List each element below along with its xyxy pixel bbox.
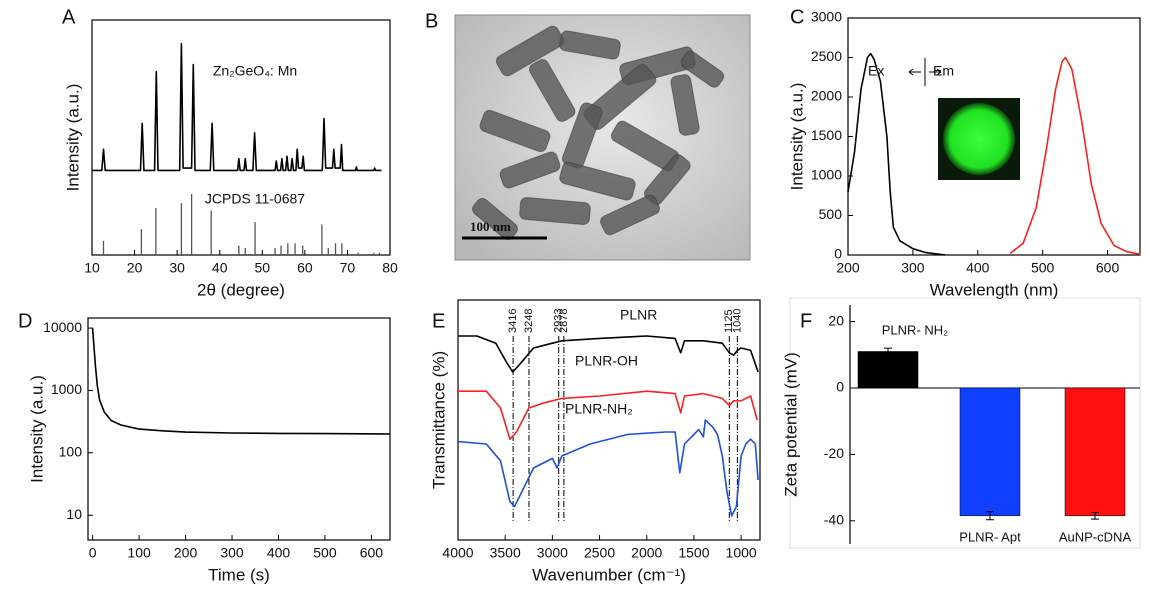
x-tick-label: 200 (836, 260, 860, 276)
series-line (458, 390, 758, 440)
y-tick-label: -20 (824, 445, 844, 461)
y-tick-label: 1000 (811, 167, 842, 183)
panel-label: F (800, 310, 812, 332)
x-tick-label: 1500 (678, 545, 709, 561)
legend-label: Em (933, 63, 954, 79)
error-bar (884, 347, 892, 356)
x-tick-label: 60 (297, 260, 313, 276)
y-tick-label: 20 (828, 312, 844, 328)
scale-bar-label: 100 nm (470, 219, 511, 234)
y-axis-label: Intensity (a.u.) (787, 83, 806, 191)
y-tick-label: 0 (836, 379, 844, 395)
y-tick-label: 10 (66, 506, 82, 522)
marker-label: 1125 (723, 309, 735, 333)
category-label: PLNR- NH₂ (882, 322, 948, 337)
category-label: PLNR- Apt (959, 529, 1021, 544)
plot-frame (87, 317, 391, 541)
panel-label: C (790, 6, 804, 28)
inset-arrows (908, 68, 942, 76)
x-tick-label: 400 (267, 545, 291, 561)
y-tick-label: 500 (819, 206, 843, 222)
x-tick-label: 100 (127, 545, 151, 561)
annotation: Zn₂GeO₄: Mn (213, 63, 297, 79)
y-tick-label: -40 (824, 511, 844, 527)
x-axis-label: 2θ (degree) (197, 280, 285, 299)
y-axis-label: Transmittance (%) (429, 351, 448, 489)
marker-label: 3248 (523, 309, 535, 333)
panel-label: B (425, 10, 438, 32)
x-tick-label: 2000 (631, 545, 662, 561)
marker-label: 2878 (558, 309, 570, 333)
x-axis-label: Wavenumber (cm⁻¹) (532, 565, 686, 584)
plot-frame (457, 299, 761, 541)
series-line (91, 328, 391, 435)
marker-label: 1040 (731, 309, 743, 333)
y-tick-label: 100 (59, 444, 83, 460)
bar (857, 351, 919, 389)
series-line (847, 52, 946, 256)
x-tick-label: 200 (174, 545, 198, 561)
plot-frame (91, 19, 391, 256)
inset-glow (943, 103, 1015, 175)
y-tick-label: 0 (834, 246, 842, 262)
x-tick-label: 2500 (584, 545, 615, 561)
x-axis-label: Time (s) (208, 565, 270, 584)
legend-label: PLNR-NH₂ (565, 401, 633, 417)
y-axis-label: Zeta potential (mV) (781, 352, 800, 497)
panel-label: D (18, 310, 32, 332)
x-tick-label: 500 (313, 545, 337, 561)
x-tick-label: 70 (340, 260, 356, 276)
tem-image (454, 14, 751, 261)
bar (959, 387, 1021, 517)
series-line (458, 335, 759, 373)
error-bar (986, 511, 994, 521)
x-tick-label: 10 (84, 260, 100, 276)
x-tick-label: 600 (360, 545, 384, 561)
legend-label: PLNR-OH (575, 353, 638, 369)
x-tick-label: 80 (382, 260, 398, 276)
x-tick-label: 20 (127, 260, 143, 276)
panel-label: E (432, 310, 445, 332)
x-tick-label: 600 (1096, 260, 1120, 276)
series-line (457, 419, 759, 517)
y-axis-label: Intensity (a.u.) (63, 84, 82, 192)
series-line (92, 42, 382, 172)
x-tick-label: 50 (254, 260, 270, 276)
panel-frame (789, 297, 1141, 549)
y-tick-label: 3000 (811, 9, 842, 25)
y-tick-label: 2500 (811, 48, 842, 64)
category-label: AuNP-cDNA (1059, 529, 1132, 544)
x-tick-label: 3000 (537, 545, 568, 561)
legend-label: Ex (868, 63, 884, 79)
marker-label: 2933 (553, 309, 565, 333)
legend-label: PLNR (620, 307, 657, 323)
marker-label: 3416 (507, 309, 519, 333)
y-tick-label: 2000 (811, 88, 842, 104)
y-tick-label: 10000 (43, 319, 82, 335)
bar (1064, 387, 1126, 517)
x-tick-label: 4000 (442, 545, 473, 561)
error-bar (1091, 511, 1099, 520)
x-tick-label: 400 (966, 260, 990, 276)
x-tick-label: 300 (901, 260, 925, 276)
x-tick-label: 300 (220, 545, 244, 561)
y-tick-label: 1500 (811, 127, 842, 143)
x-tick-label: 40 (212, 260, 228, 276)
panel-label: A (62, 6, 76, 28)
x-tick-label: 3500 (490, 545, 521, 561)
x-axis-label: Wavelength (nm) (930, 280, 1059, 299)
x-tick-label: 0 (89, 545, 97, 561)
x-tick-label: 30 (169, 260, 185, 276)
y-tick-label: 1000 (51, 381, 82, 397)
y-axis-label: Intensity (a.u.) (27, 375, 46, 483)
x-tick-label: 500 (1031, 260, 1055, 276)
x-tick-label: 1000 (726, 545, 757, 561)
series-line (1009, 56, 1141, 255)
annotation: JCPDS 11-0687 (205, 191, 305, 207)
